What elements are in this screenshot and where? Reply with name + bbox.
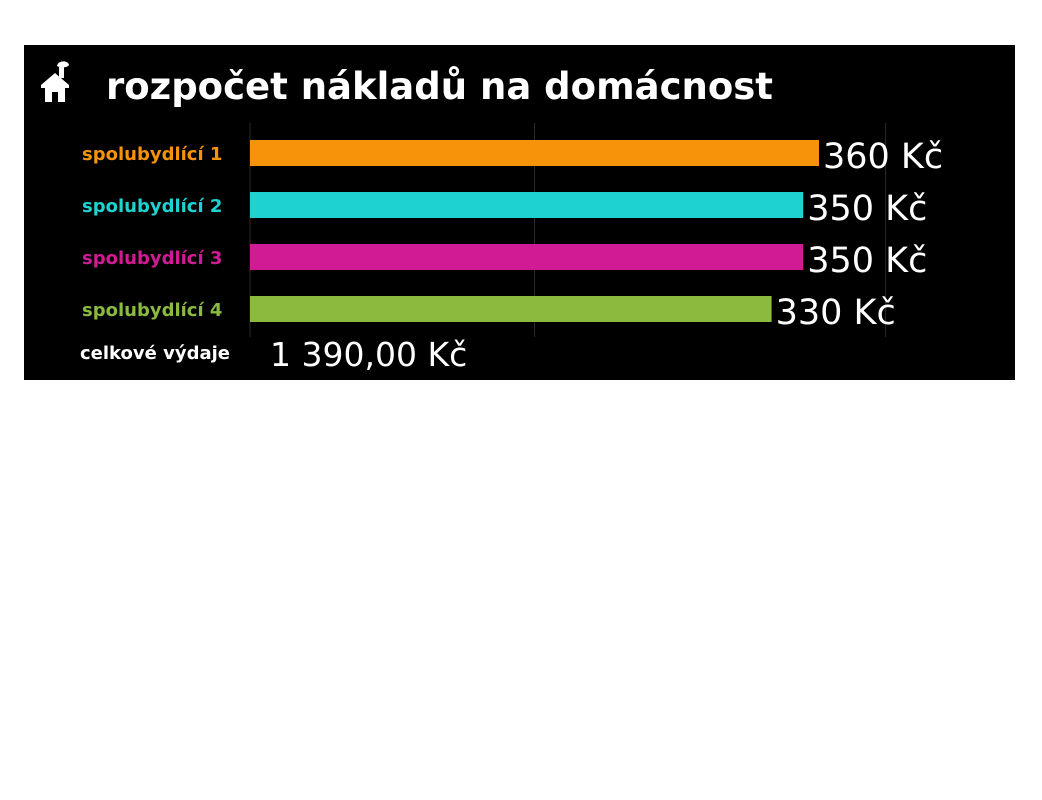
total-expenses-label: celkové výdaje (80, 343, 230, 364)
value-label: 360 Kč (823, 137, 943, 177)
value-label: 350 Kč (807, 189, 927, 229)
chart-title: rozpočet nákladů na domácnost (106, 65, 773, 108)
value-label: 330 Kč (776, 293, 896, 333)
bar (250, 140, 819, 166)
category-label: spolubydlící 2 (82, 196, 222, 217)
category-label: spolubydlící 3 (82, 248, 222, 269)
category-label: spolubydlící 1 (82, 144, 222, 165)
bar (250, 192, 804, 218)
total-expenses-value: 1 390,00 Kč (270, 335, 468, 374)
budget-chart-panel: rozpočet nákladů na domácnost spolubydlí… (24, 45, 1015, 380)
category-label: spolubydlící 4 (82, 300, 222, 321)
bar-chart: spolubydlící 1 360 Kč spolubydlící 2 350 Kč… (82, 123, 943, 337)
bar (250, 296, 772, 322)
value-label: 350 Kč (807, 241, 927, 281)
house-icon (41, 61, 69, 102)
bar (250, 244, 804, 270)
